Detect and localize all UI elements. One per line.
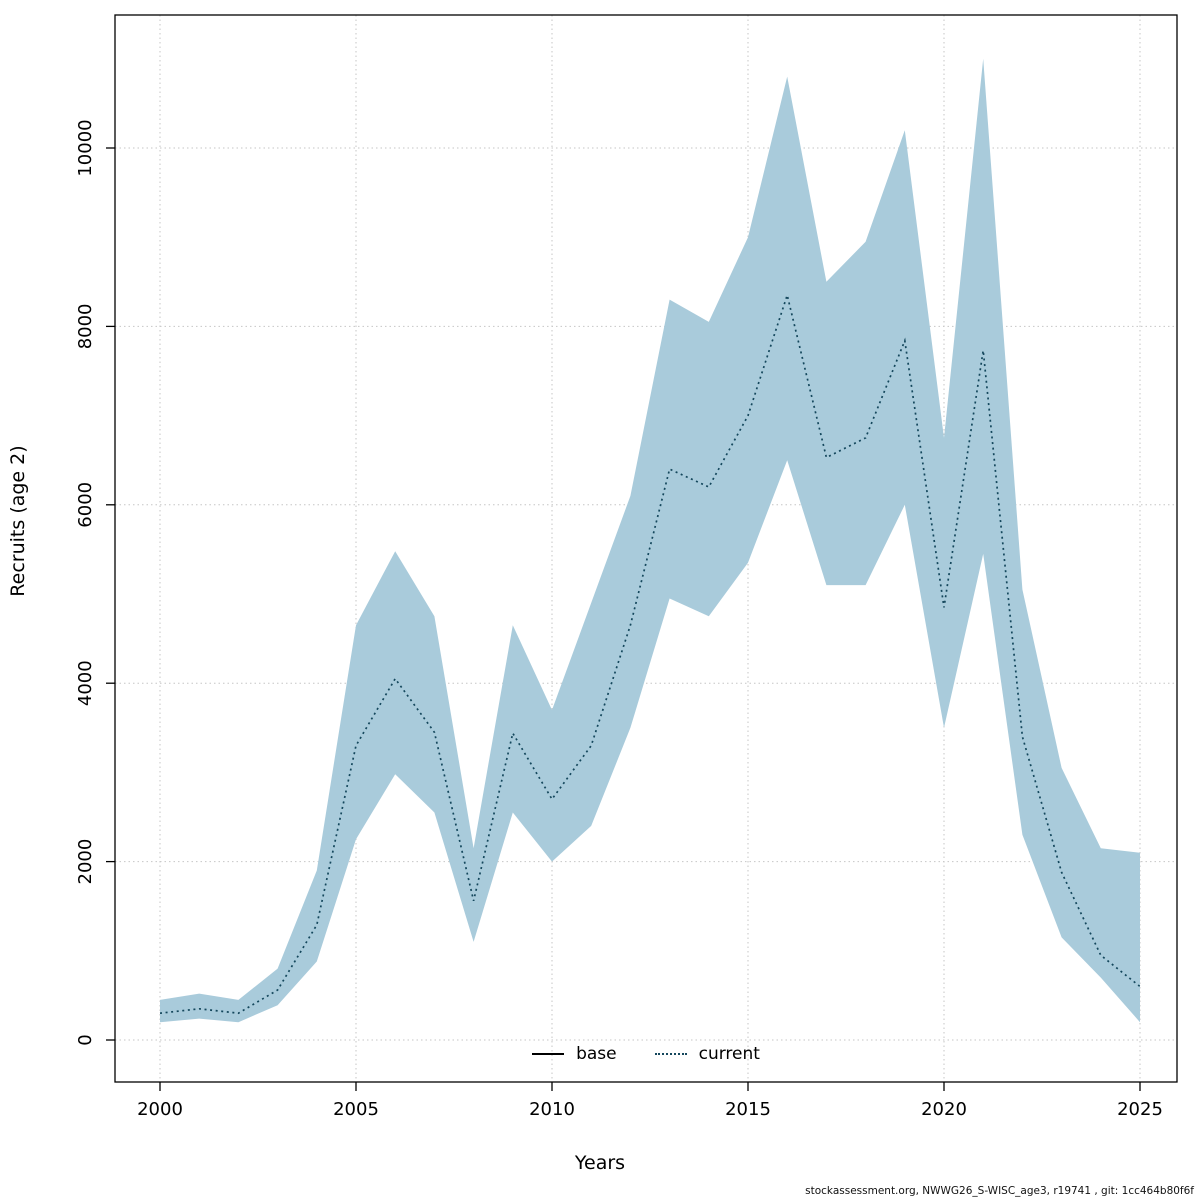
- base-line-sample-icon: [532, 1053, 565, 1055]
- y-tick-label: 10000: [75, 119, 96, 176]
- legend-current-label: current: [698, 1044, 760, 1064]
- y-tick-label: 4000: [75, 660, 96, 706]
- y-tick-label: 0: [75, 1034, 96, 1045]
- x-axis-label: Years: [574, 1152, 626, 1174]
- chart-legend: base current: [115, 1044, 1177, 1064]
- footer-attribution: stockassessment.org, NWWG26_S-WISC_age3,…: [805, 1185, 1194, 1197]
- x-tick-label: 2020: [921, 1099, 967, 1120]
- x-tick-label: 2005: [333, 1099, 379, 1120]
- confidence-band: [160, 58, 1140, 1023]
- legend-base-label: base: [576, 1044, 617, 1064]
- current-line-sample-icon: [654, 1053, 687, 1055]
- x-tick-label: 2025: [1117, 1099, 1163, 1120]
- x-tick-label: 2015: [725, 1099, 771, 1120]
- plot-box: [114, 14, 1178, 1083]
- y-axis-label: Recruits (age 2): [7, 445, 29, 597]
- current-line: [159, 292, 1141, 1015]
- legend-item-base: base: [532, 1044, 617, 1064]
- y-tick-label: 8000: [75, 303, 96, 349]
- y-tick-label: 6000: [75, 482, 96, 528]
- legend-item-current: current: [654, 1044, 760, 1064]
- y-tick-label: 2000: [75, 839, 96, 885]
- x-tick-label: 2000: [137, 1099, 183, 1120]
- x-tick-label: 2010: [529, 1099, 575, 1120]
